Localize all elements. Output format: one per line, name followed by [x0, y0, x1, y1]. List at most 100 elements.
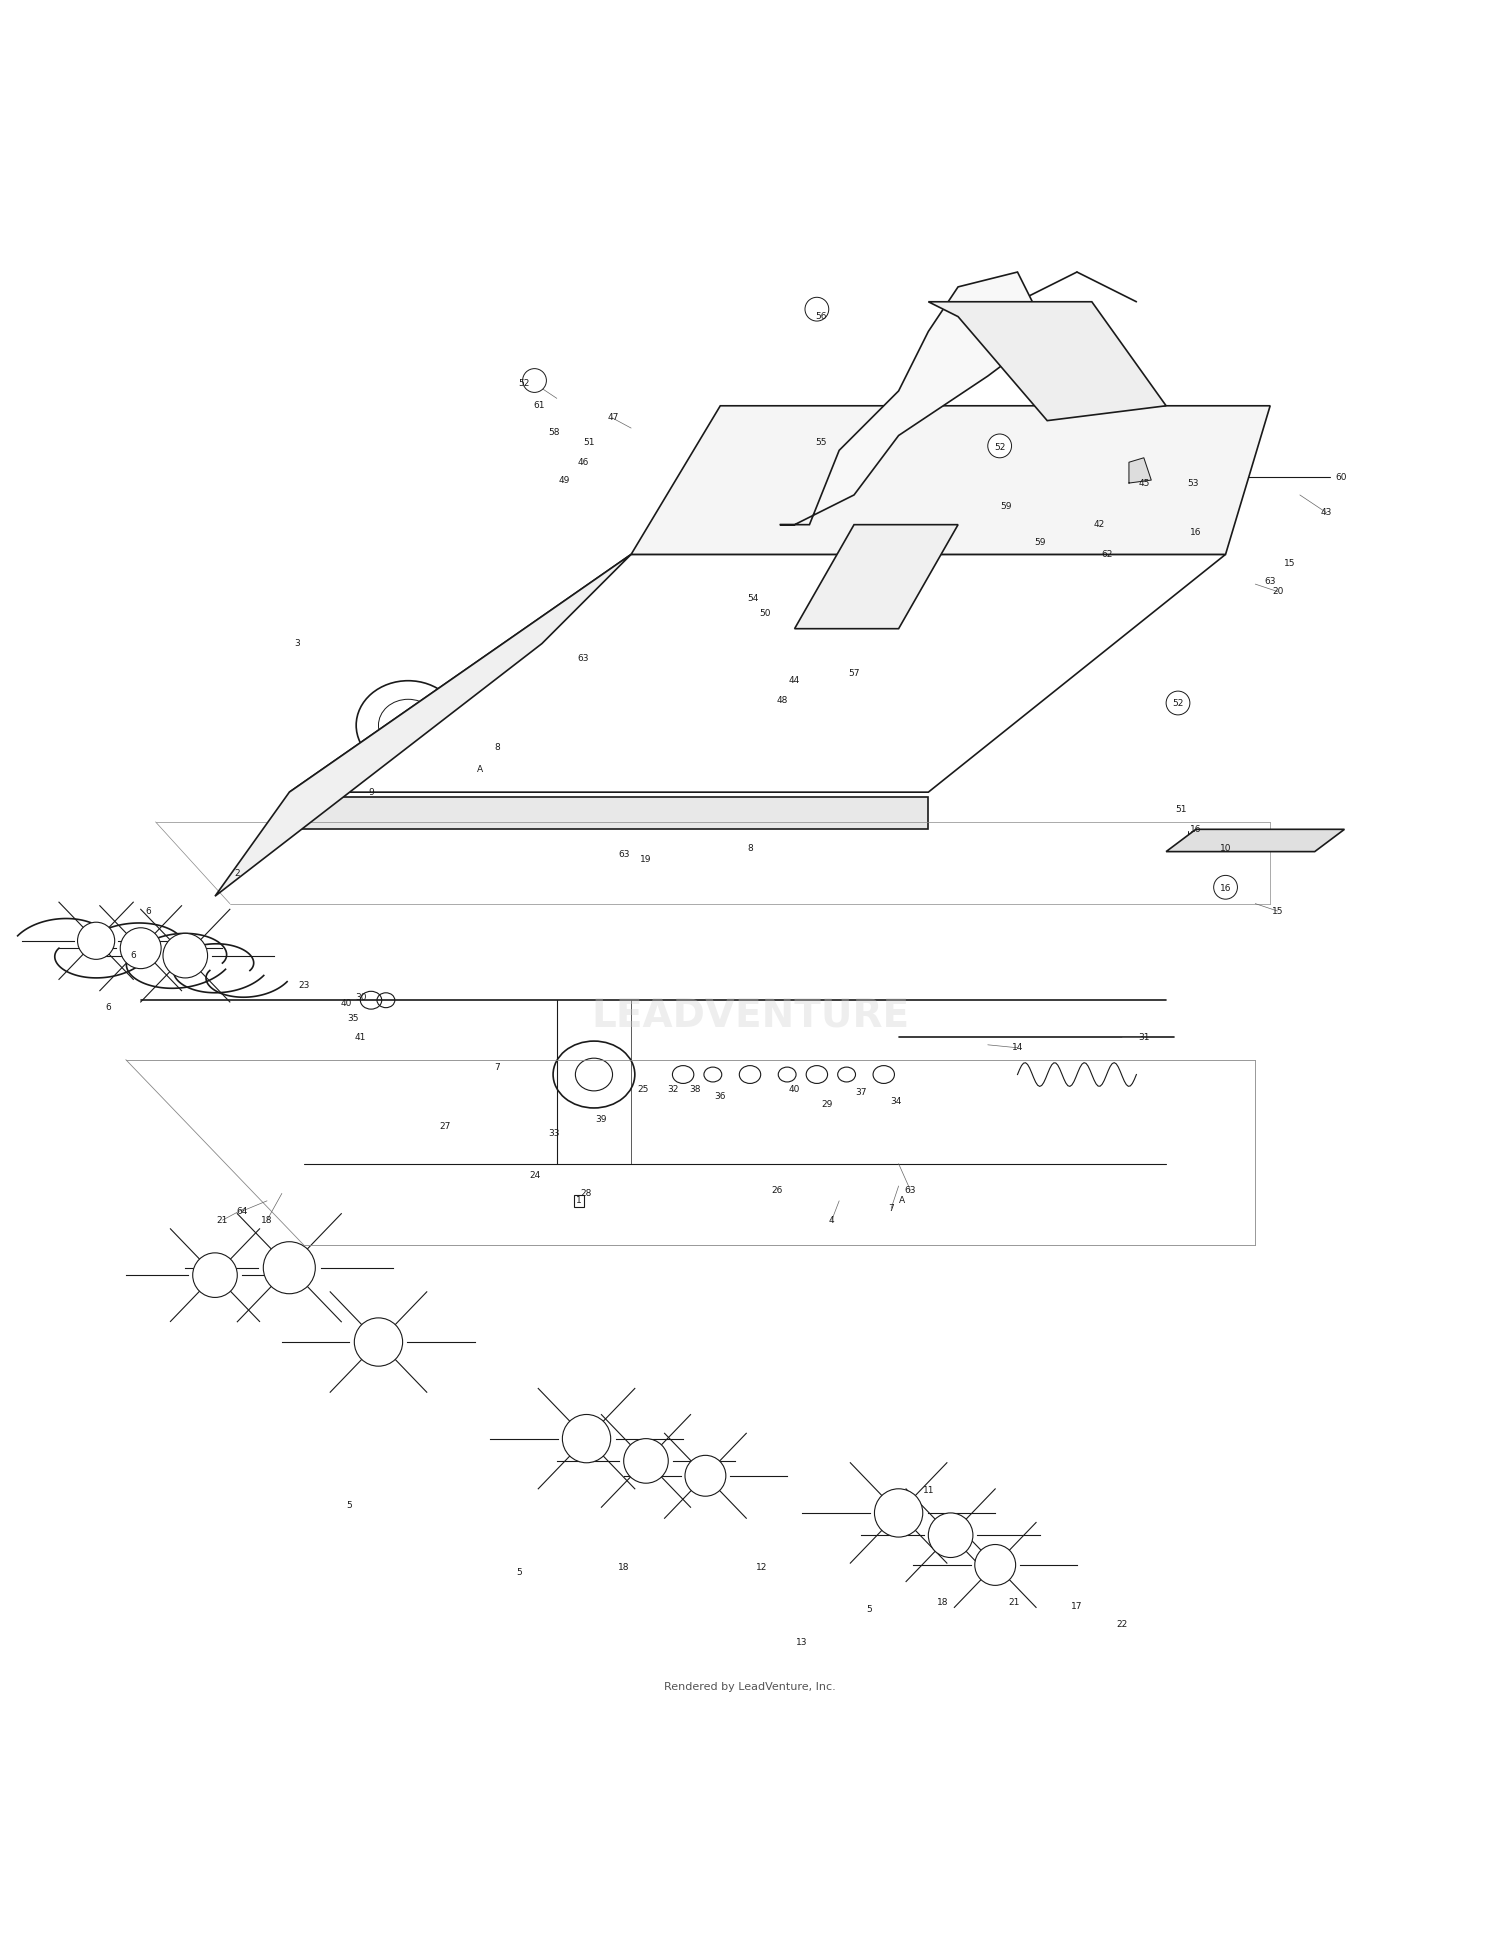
- Text: 54: 54: [747, 594, 759, 604]
- Text: 36: 36: [714, 1093, 726, 1101]
- Text: 13: 13: [796, 1638, 808, 1646]
- Text: 1: 1: [576, 1196, 582, 1205]
- Text: 4: 4: [830, 1215, 834, 1225]
- Text: 60: 60: [1335, 472, 1347, 481]
- Text: 8: 8: [747, 844, 753, 854]
- Text: 25: 25: [638, 1085, 648, 1095]
- Circle shape: [1214, 875, 1237, 899]
- Text: 44: 44: [789, 675, 800, 685]
- Text: A: A: [477, 765, 483, 774]
- Text: 5: 5: [865, 1605, 871, 1615]
- Text: 37: 37: [855, 1087, 867, 1097]
- Text: 35: 35: [348, 1013, 358, 1023]
- Circle shape: [1166, 691, 1190, 714]
- Text: 23: 23: [298, 980, 310, 990]
- Text: 42: 42: [1094, 520, 1106, 530]
- Text: 41: 41: [356, 1033, 366, 1042]
- Text: 59: 59: [1000, 503, 1011, 510]
- Text: 24: 24: [530, 1170, 540, 1180]
- Text: 63: 63: [1264, 576, 1276, 586]
- Circle shape: [562, 1415, 610, 1464]
- Text: 15: 15: [1284, 559, 1294, 569]
- Text: 46: 46: [578, 458, 590, 466]
- Polygon shape: [1166, 829, 1344, 852]
- Text: 21: 21: [1010, 1597, 1020, 1607]
- Text: 21: 21: [216, 1215, 228, 1225]
- Text: 16: 16: [1190, 825, 1202, 835]
- Text: 18: 18: [938, 1597, 950, 1607]
- Text: 7: 7: [495, 1062, 500, 1071]
- Text: 40: 40: [789, 1085, 801, 1095]
- Text: 52: 52: [994, 443, 1005, 452]
- Text: 40: 40: [340, 1000, 351, 1007]
- Text: 22: 22: [1116, 1621, 1126, 1628]
- Text: 38: 38: [690, 1085, 700, 1095]
- Circle shape: [78, 922, 114, 959]
- Circle shape: [874, 1489, 922, 1537]
- Circle shape: [806, 297, 830, 320]
- Text: 45: 45: [1138, 479, 1149, 487]
- Text: 16: 16: [1220, 885, 1232, 893]
- Text: 57: 57: [849, 670, 859, 677]
- Text: 63: 63: [618, 850, 630, 860]
- Text: 59: 59: [1034, 538, 1046, 547]
- Text: 5: 5: [518, 1568, 522, 1576]
- Text: 29: 29: [822, 1101, 833, 1108]
- Text: 61: 61: [532, 402, 544, 410]
- Text: 64: 64: [236, 1207, 248, 1215]
- Polygon shape: [290, 555, 1226, 792]
- Text: 55: 55: [816, 439, 827, 448]
- Text: 10: 10: [1220, 844, 1232, 854]
- Polygon shape: [632, 406, 1270, 555]
- Text: 56: 56: [816, 313, 827, 320]
- Text: 33: 33: [548, 1130, 560, 1139]
- Polygon shape: [214, 555, 632, 897]
- Text: 19: 19: [640, 854, 651, 864]
- Text: 47: 47: [608, 413, 619, 421]
- Bar: [290, 796, 928, 829]
- Text: 7: 7: [888, 1203, 894, 1213]
- Text: 51: 51: [1174, 806, 1186, 815]
- Circle shape: [264, 1242, 315, 1295]
- Circle shape: [164, 934, 207, 978]
- Text: 30: 30: [356, 992, 366, 1002]
- Text: 62: 62: [1101, 549, 1113, 559]
- Text: 6: 6: [130, 951, 136, 961]
- Text: 6: 6: [105, 1003, 111, 1011]
- Text: 49: 49: [558, 476, 570, 485]
- Text: 17: 17: [1071, 1601, 1083, 1611]
- Text: 51: 51: [584, 439, 596, 448]
- Text: 48: 48: [777, 695, 789, 705]
- Text: 28: 28: [580, 1190, 592, 1198]
- Text: 34: 34: [890, 1097, 902, 1106]
- Text: 16: 16: [1190, 528, 1202, 536]
- Text: 14: 14: [1013, 1042, 1023, 1052]
- Text: 53: 53: [1186, 479, 1198, 487]
- Text: 18: 18: [618, 1563, 630, 1572]
- Text: 27: 27: [440, 1122, 452, 1132]
- Text: 43: 43: [1322, 509, 1332, 518]
- Text: 18: 18: [261, 1215, 273, 1225]
- Text: 3: 3: [294, 639, 300, 648]
- Text: 63: 63: [578, 654, 590, 664]
- Text: 39: 39: [596, 1114, 608, 1124]
- Text: 26: 26: [771, 1186, 783, 1196]
- Circle shape: [624, 1438, 669, 1483]
- Text: 32: 32: [668, 1085, 678, 1095]
- Text: 50: 50: [759, 609, 771, 619]
- Circle shape: [192, 1252, 237, 1297]
- Polygon shape: [795, 524, 958, 629]
- Circle shape: [354, 1318, 402, 1366]
- Text: 15: 15: [1272, 906, 1284, 916]
- Circle shape: [522, 369, 546, 392]
- Polygon shape: [780, 272, 1047, 524]
- Text: 5: 5: [346, 1500, 351, 1510]
- Text: 8: 8: [495, 743, 500, 751]
- Circle shape: [120, 928, 160, 969]
- Text: 52: 52: [519, 378, 530, 388]
- Circle shape: [928, 1512, 974, 1557]
- Text: LEADVENTURE: LEADVENTURE: [591, 996, 909, 1035]
- Polygon shape: [928, 301, 1166, 421]
- Text: 11: 11: [922, 1487, 934, 1495]
- Text: 52: 52: [1173, 699, 1184, 708]
